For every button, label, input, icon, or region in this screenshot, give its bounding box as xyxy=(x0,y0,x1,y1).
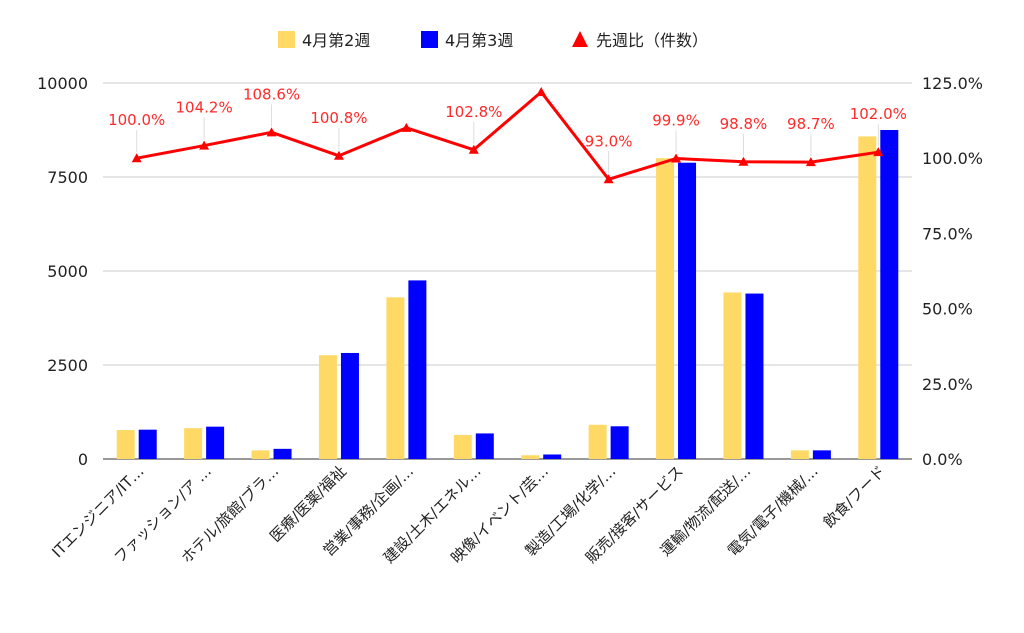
legend: 4月第2週 4月第3週 先週比（件数） xyxy=(278,31,708,50)
bar xyxy=(678,162,697,459)
legend-label: 4月第2週 xyxy=(302,31,370,50)
y-right-tick-label: 125.0% xyxy=(922,74,983,93)
legend-swatch xyxy=(278,31,295,48)
bar xyxy=(656,158,675,459)
bar xyxy=(340,352,359,459)
ratio-data-label: 102.8% xyxy=(445,103,502,121)
legend-swatch xyxy=(572,31,588,47)
bar xyxy=(138,429,157,459)
y-left-tick-label: 0 xyxy=(78,450,88,469)
legend-label: 先週比（件数） xyxy=(596,31,708,50)
line-series xyxy=(131,87,884,184)
bar xyxy=(858,136,877,459)
y-left-tick-label: 10000 xyxy=(37,74,88,93)
y-right-tick-label: 25.0% xyxy=(922,375,973,394)
ratio-marker xyxy=(671,153,682,163)
y-right-tick-label: 100.0% xyxy=(922,149,983,168)
ratio-data-label: 93.0% xyxy=(585,132,633,150)
bar xyxy=(790,450,809,459)
ratio-data-label: 102.0% xyxy=(850,105,907,123)
ratio-marker xyxy=(468,144,479,154)
y-left-tick-label: 5000 xyxy=(47,262,88,281)
ratio-marker xyxy=(333,150,344,160)
ratio-data-label: 100.0% xyxy=(108,111,165,129)
ratio-marker xyxy=(131,153,142,163)
bar xyxy=(475,433,494,459)
ratio-data-label: 108.6% xyxy=(243,85,300,103)
x-category-label: 飲食/フード xyxy=(820,462,889,531)
y-axis-left: 0 2500 5000 7500 10000 xyxy=(37,74,88,469)
bar xyxy=(318,355,337,459)
ratio-marker xyxy=(603,174,614,184)
legend-label: 4月第3週 xyxy=(445,31,513,50)
y-axis-right: 0.0% 25.0% 50.0% 75.0% 100.0% 125.0% xyxy=(922,74,983,469)
bar xyxy=(521,455,540,459)
bar xyxy=(184,428,203,459)
legend-swatch xyxy=(421,31,438,48)
ratio-data-label: 104.2% xyxy=(176,99,233,117)
bar xyxy=(543,454,562,459)
ratio-marker xyxy=(266,127,277,137)
y-right-tick-label: 75.0% xyxy=(922,224,973,243)
bar xyxy=(812,450,831,459)
bar xyxy=(880,130,899,459)
bar xyxy=(723,292,742,459)
ratio-marker xyxy=(873,147,884,157)
bar xyxy=(745,293,764,459)
ratio-data-label: 100.8% xyxy=(310,109,367,127)
ratio-marker xyxy=(738,156,749,166)
ratio-data-label: 98.7% xyxy=(787,115,835,133)
ratio-line xyxy=(136,90,879,181)
bar xyxy=(453,434,472,459)
ratio-data-label: 99.9% xyxy=(652,112,700,130)
gridlines xyxy=(103,82,912,460)
data-labels: 100.0% 104.2% 108.6% 100.8% 102.8% 93.0% 99.9%… xyxy=(108,85,907,174)
y-right-tick-label: 0.0% xyxy=(922,450,963,469)
ratio-data-label: 98.8% xyxy=(720,115,768,133)
ratio-marker xyxy=(536,87,547,97)
y-left-tick-label: 2500 xyxy=(47,356,88,375)
bar xyxy=(116,430,135,459)
bar-series xyxy=(116,130,899,459)
bar xyxy=(408,280,427,459)
ratio-marker xyxy=(805,157,816,167)
bar xyxy=(251,450,270,459)
bar xyxy=(273,448,292,459)
bar xyxy=(386,297,405,459)
y-right-tick-label: 50.0% xyxy=(922,300,973,319)
bar xyxy=(588,424,607,459)
bar xyxy=(610,426,629,459)
x-axis-labels: ITエンジニア/IT…ファッション/ア …ホテル/旅館/ブラ…医療/医薬/福祉営… xyxy=(48,462,889,567)
bar xyxy=(206,426,225,459)
ratio-marker xyxy=(401,122,412,132)
y-left-tick-label: 7500 xyxy=(47,168,88,187)
ratio-marker xyxy=(199,140,210,150)
